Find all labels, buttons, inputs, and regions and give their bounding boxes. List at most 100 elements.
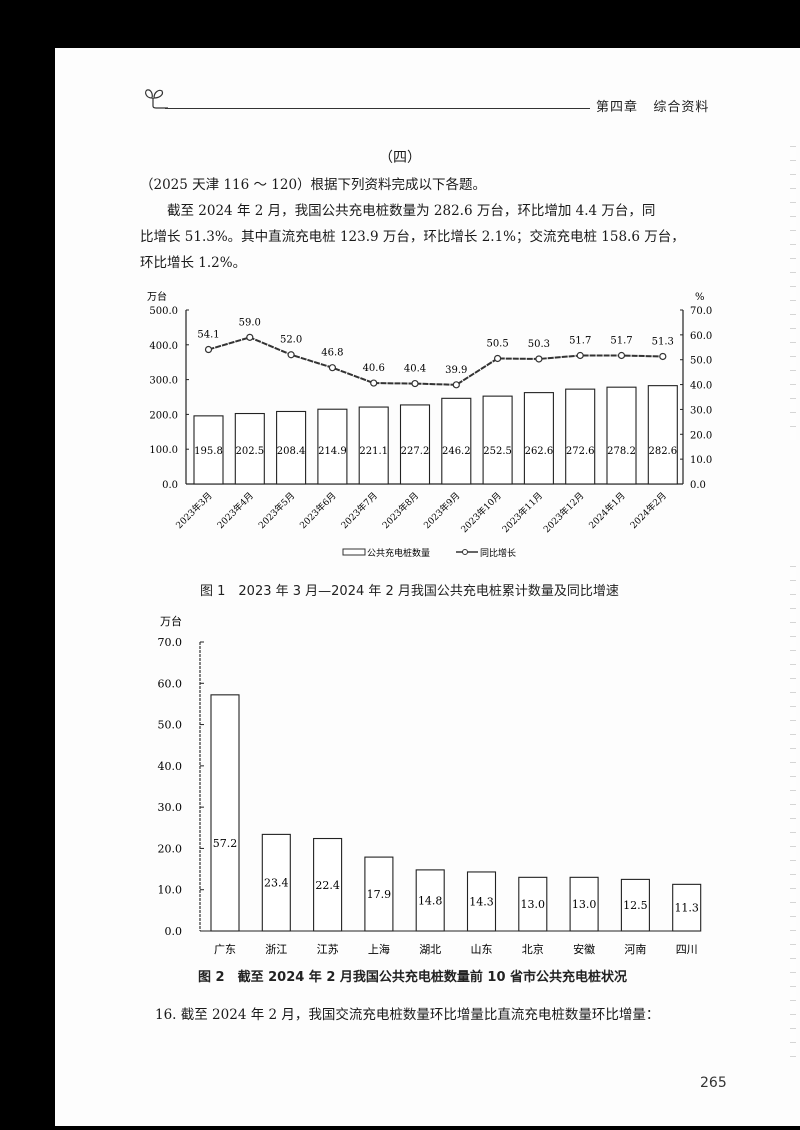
header-rule (165, 108, 590, 109)
bar-value-label: 195.8 (194, 446, 223, 457)
left-axis-unit: 万台 (147, 290, 167, 303)
data-point-marker (617, 351, 626, 360)
y-tick-label: 20.0 (158, 842, 183, 855)
data-point-marker (535, 355, 543, 363)
scan-edge-noise (790, 140, 796, 440)
y-axis-unit: 万台 (160, 614, 182, 628)
bar-value-label: 221.1 (359, 446, 388, 457)
x-category-label: 四川 (676, 943, 698, 956)
left-tick-label: 500.0 (149, 306, 178, 317)
bar (523, 392, 554, 485)
bar-value-label: 11.3 (674, 902, 699, 915)
bar-value-label: 202.5 (235, 446, 264, 457)
figure-1-chart: 万台 % 0.0 100.0 200.0 300.0 400.0 500.0 0.0 10.0 20… (147, 290, 712, 559)
right-tick-label: 40.0 (690, 381, 712, 392)
bar (466, 871, 497, 932)
bar-value-label: 57.2 (213, 837, 238, 850)
bar (672, 883, 702, 932)
x-category-label: 河南 (624, 943, 646, 956)
paragraph-line-3: 环比增长 1.2%。 (140, 255, 247, 271)
left-tick-label: 400.0 (149, 341, 178, 352)
bar (313, 837, 343, 932)
legend-bar-swatch (342, 548, 366, 556)
x-category-label: 江苏 (317, 943, 339, 956)
bar-value-label: 13.0 (521, 898, 546, 911)
data-point-marker (452, 381, 460, 389)
data-point-marker (659, 352, 667, 361)
section-label: 综合资料 (653, 100, 710, 115)
page-number: 265 (700, 1075, 727, 1091)
left-tick-label: 200.0 (149, 410, 178, 421)
bar (358, 406, 389, 485)
right-tick-label: 50.0 (690, 356, 712, 367)
right-tick-label: 10.0 (690, 455, 712, 466)
bar (565, 388, 596, 485)
question-16: 16. 截至 2024 年 2 月，我国交流充电桩数量环比增量比直流充电桩数量环… (155, 1007, 660, 1023)
document-page (55, 48, 800, 1126)
left-tick-label: 0.0 (162, 480, 178, 491)
x-category-label: 广东 (214, 943, 236, 956)
data-point-marker (411, 379, 419, 388)
right-tick-label: 0.0 (690, 480, 706, 491)
y-tick-label: 40.0 (158, 760, 183, 773)
bar-value-label: 23.4 (264, 877, 289, 890)
line-value-label: 51.7 (569, 335, 591, 346)
bar-value-label: 13.0 (572, 898, 597, 911)
bar (399, 404, 431, 485)
bar-value-label: 208.4 (277, 446, 306, 457)
bar-value-label: 246.2 (442, 446, 471, 457)
x-category-label: 上海 (368, 942, 390, 956)
paragraph-line-1: 截至 2024 年 2 月，我国公共充电桩数量为 282.6 万台，环比增加 4… (167, 203, 656, 219)
yoy-growth-line (208, 336, 663, 386)
line-value-label: 50.5 (486, 338, 508, 349)
bar (569, 876, 599, 932)
bar (441, 397, 472, 485)
x-category-label: 安徽 (573, 942, 595, 956)
bar (518, 876, 548, 932)
left-tick-label: 100.0 (149, 445, 178, 456)
bar (620, 878, 650, 932)
data-point-marker (494, 354, 502, 363)
y-tick-label: 10.0 (158, 884, 183, 897)
bar (364, 856, 394, 932)
legend-line-label: 同比增长 (480, 547, 516, 559)
data-point-marker (328, 364, 336, 372)
legend-marker (462, 549, 468, 555)
data-point-marker (370, 379, 378, 387)
bar-value-label: 252.5 (483, 446, 512, 457)
right-tick-label: 70.0 (690, 306, 712, 317)
scan-edge-noise (790, 560, 796, 1060)
bar-value-label: 227.2 (401, 446, 430, 457)
bar-value-label: 14.8 (418, 894, 443, 907)
bar (234, 412, 265, 485)
running-header: 第四章 综合资料 (596, 96, 709, 115)
bar (210, 694, 240, 932)
line-value-label: 50.3 (528, 339, 550, 350)
left-tick-label: 300.0 (149, 376, 178, 387)
scan-border (0, 1126, 800, 1130)
bar (276, 410, 307, 485)
bar-value-label: 17.9 (367, 888, 392, 901)
chapter-label: 第四章 (596, 100, 639, 115)
bar-value-label: 12.5 (623, 899, 648, 912)
line-value-label: 40.4 (404, 364, 426, 375)
figure-1-caption: 图 1 2023 年 3 月—2024 年 2 月我国公共充电桩累计数量及同比增… (200, 584, 619, 599)
figure-2-caption: 图 2 截至 2024 年 2 月我国公共充电桩数量前 10 省市公共充电桩状况 (198, 970, 628, 985)
right-tick-label: 20.0 (690, 430, 712, 441)
y-tick-label: 70.0 (158, 636, 183, 649)
line-value-label: 51.7 (610, 335, 632, 346)
data-point-marker (204, 345, 213, 354)
x-category-label: 湖北 (419, 943, 441, 956)
bar-value-label: 272.6 (566, 446, 595, 457)
x-category-label: 山东 (471, 943, 493, 956)
bar (647, 385, 678, 485)
bar-value-label: 14.3 (469, 895, 494, 908)
bar (606, 386, 637, 485)
line-value-label: 52.0 (280, 335, 302, 346)
line-value-label: 59.0 (239, 317, 261, 328)
bar-value-label: 278.2 (607, 446, 636, 457)
legend-bar-label: 公共充电桩数量 (367, 547, 430, 559)
data-point-marker (287, 351, 295, 359)
bar-value-label: 282.6 (648, 446, 677, 457)
right-tick-label: 60.0 (690, 331, 712, 342)
